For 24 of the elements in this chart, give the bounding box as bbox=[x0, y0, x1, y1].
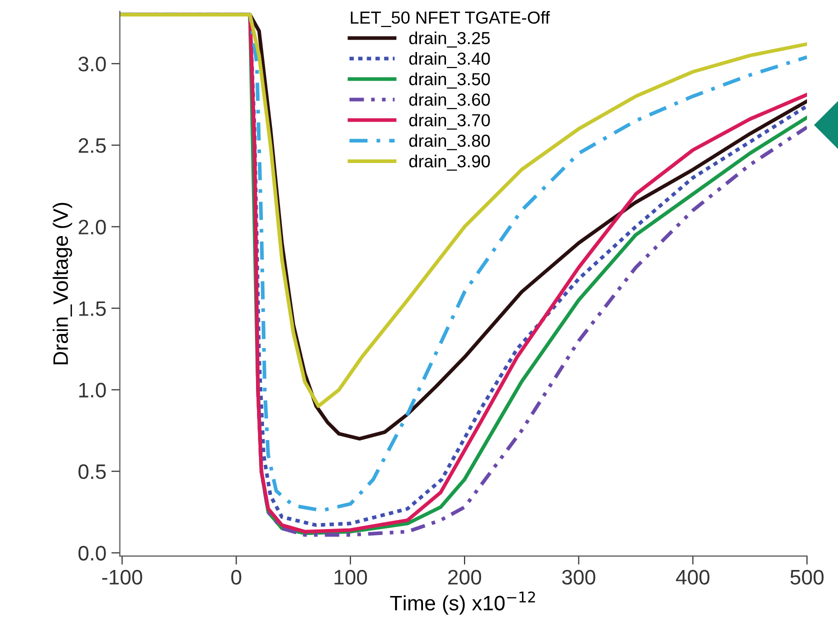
y-tick-label: 0.0 bbox=[78, 546, 106, 561]
y-axis-title: Drain_Voltage (V) bbox=[52, 202, 72, 364]
legend-label: drain_3.90 bbox=[409, 154, 490, 171]
y-tick-label: 1.0 bbox=[79, 382, 106, 398]
x-tick-label: 200 bbox=[448, 570, 482, 585]
legend-label: drain_3.60 bbox=[409, 93, 490, 110]
x-tick-label: 300 bbox=[562, 570, 596, 585]
x-tick-label: 0 bbox=[231, 570, 242, 585]
y-tick-label: 2.5 bbox=[78, 138, 106, 153]
x-tick-label: -100 bbox=[102, 570, 142, 585]
x-axis-title: Time (s) x10$^{−12}$ bbox=[390, 591, 535, 615]
legend-label: drain_3.70 bbox=[409, 114, 490, 130]
x-tick-label: 100 bbox=[334, 570, 367, 585]
x-tick-label: 500 bbox=[790, 570, 824, 585]
y-tick-label: 1.5 bbox=[79, 301, 106, 316]
legend-title: LET_50 NFET TGATE-Off bbox=[350, 11, 550, 28]
legend-label: drain_3.80 bbox=[409, 134, 490, 150]
y-tick-label: 3.0 bbox=[78, 56, 106, 72]
legend-label: drain_3.50 bbox=[409, 72, 490, 89]
legend-label: drain_3.25 bbox=[409, 32, 490, 48]
y-tick-label: 0.5 bbox=[78, 464, 106, 480]
x-tick-label: 400 bbox=[676, 570, 710, 585]
y-tick-label: 2.0 bbox=[78, 220, 106, 234]
legend-label: drain_3.40 bbox=[409, 52, 490, 68]
